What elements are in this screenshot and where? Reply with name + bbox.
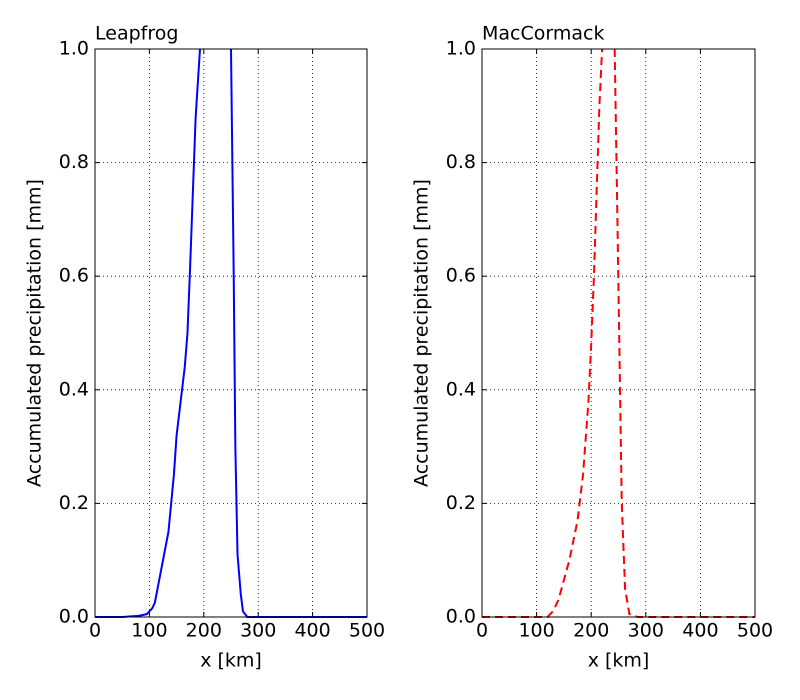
x-axis-label: x [km] [200, 650, 262, 672]
x-tick-label: 300 [628, 620, 664, 642]
y-tick-label: 0.0 [446, 606, 476, 628]
x-tick-label: 400 [682, 620, 718, 642]
y-tick-label: 0.8 [59, 151, 89, 173]
y-axis-label: Accumulated precipitation [mm] [411, 179, 433, 487]
x-tick-label: 200 [186, 620, 222, 642]
y-tick-label: 0.4 [59, 378, 89, 400]
x-tick-label: 400 [294, 620, 330, 642]
x-tick-label: 0 [89, 620, 101, 642]
y-tick-label: 0.6 [446, 265, 476, 287]
x-tick-label: 0 [476, 620, 488, 642]
x-tick-label: 100 [131, 620, 167, 642]
y-tick-label: 0.0 [59, 606, 89, 628]
data-line [95, 48, 367, 618]
y-tick-label: 1.0 [446, 38, 476, 60]
x-tick-label: 300 [240, 620, 276, 642]
x-tick-label: 500 [349, 620, 385, 642]
y-axis-label: Accumulated precipitation [mm] [24, 179, 46, 487]
data-line [482, 48, 755, 618]
plot-frame [481, 48, 756, 618]
x-tick-label: 500 [737, 620, 773, 642]
x-axis-label: x [km] [588, 650, 650, 672]
y-tick-label: 0.2 [59, 492, 89, 514]
x-tick-label: 200 [573, 620, 609, 642]
chart-title: MacCormack [482, 23, 604, 45]
x-tick-label: 100 [518, 620, 554, 642]
y-tick-label: 0.8 [446, 151, 476, 173]
y-tick-label: 1.0 [59, 38, 89, 60]
chart-title: Leapfrog [95, 23, 178, 45]
plot-frame [94, 48, 368, 618]
y-tick-label: 0.2 [446, 492, 476, 514]
y-tick-label: 0.6 [59, 265, 89, 287]
y-tick-label: 0.4 [446, 378, 476, 400]
